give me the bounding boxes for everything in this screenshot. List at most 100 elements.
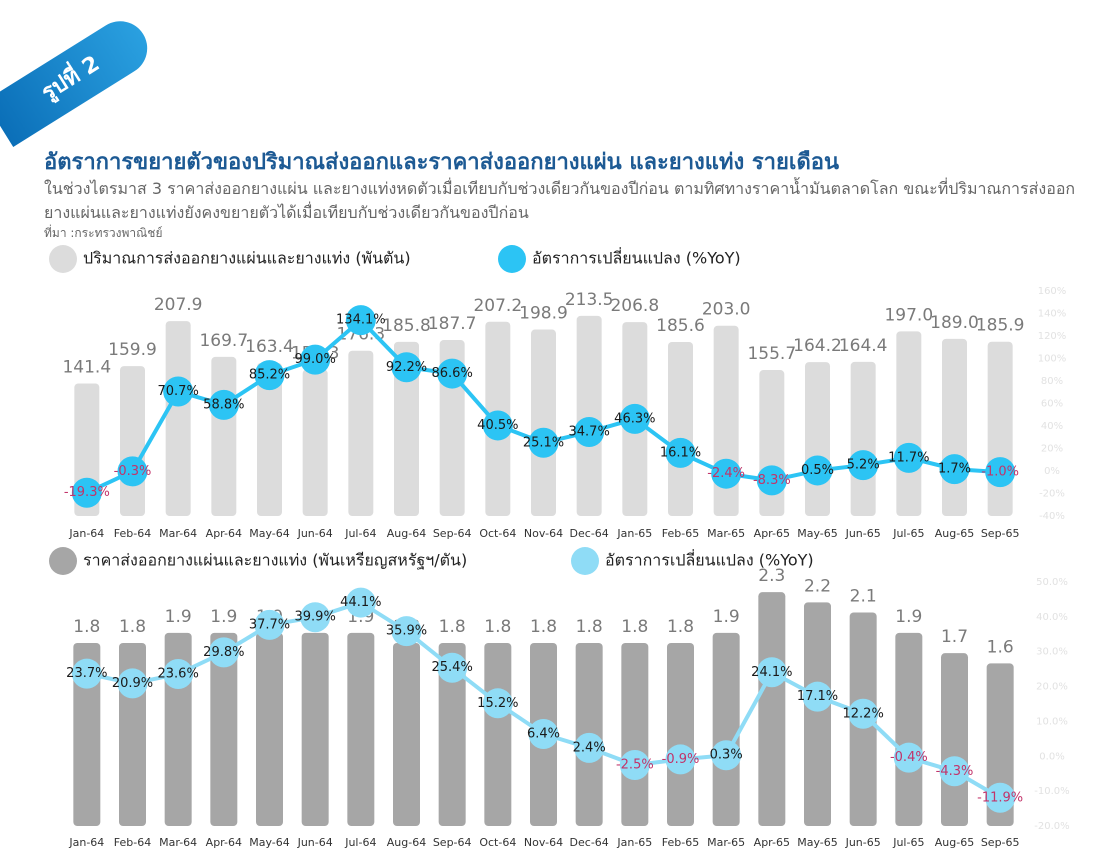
- line-value-label: -8.3%: [753, 473, 791, 488]
- x-tick-label: Feb-64: [114, 527, 151, 540]
- x-tick-label: Mar-65: [707, 527, 745, 540]
- line-value-label: -2.4%: [707, 466, 745, 481]
- line-point: [665, 437, 696, 468]
- bar-value-label: 163.4: [245, 337, 294, 357]
- line-value-label: 0.5%: [801, 463, 834, 478]
- bar-value-label: 1.9: [210, 607, 237, 627]
- bar: [850, 361, 876, 516]
- line-point: [163, 659, 194, 690]
- line-point: [300, 344, 331, 375]
- x-tick-label: Sep-65: [981, 836, 1020, 849]
- line-point: [482, 410, 513, 441]
- bar-value-label: 155.7: [747, 344, 796, 364]
- line-point: [848, 450, 879, 481]
- bar-value-label: 2.2: [804, 576, 831, 596]
- x-tick-label: May-65: [797, 836, 838, 849]
- bar-value-label: 164.2: [793, 336, 842, 356]
- bar-value-label: 187.7: [428, 314, 477, 334]
- line-value-label: -19.3%: [64, 485, 110, 500]
- line-value-label: 11.7%: [888, 450, 929, 465]
- line-point: [482, 688, 513, 719]
- line-value-label: 39.9%: [295, 610, 336, 625]
- line-value-label: 23.6%: [158, 667, 199, 682]
- line-value-label: 1.7%: [938, 462, 971, 477]
- line-value-label: 134.1%: [336, 313, 386, 328]
- x-tick-label: Apr-65: [754, 836, 790, 849]
- y2-tick-label: 30.0%: [1036, 647, 1068, 658]
- bar: [438, 643, 466, 826]
- x-tick-label: Jan-65: [616, 527, 652, 540]
- x-tick-label: Jun-65: [845, 836, 881, 849]
- bar: [120, 366, 145, 516]
- bar-value-label: 1.8: [439, 617, 466, 637]
- y2-tick-label: -40%: [1039, 511, 1065, 522]
- line-point: [254, 360, 285, 391]
- line-point: [208, 389, 239, 420]
- legend-marker: [49, 245, 77, 273]
- legend-label: ราคาส่งออกยางแผ่นและยางแท่ง (พันเหรียญสห…: [83, 551, 467, 570]
- bar-value-label: 1.9: [713, 607, 740, 627]
- bar-value-label: 1.8: [530, 617, 557, 637]
- y2-tick-label: -20.0%: [1034, 821, 1069, 832]
- bar: [348, 350, 374, 516]
- x-tick-label: Jun-65: [845, 527, 881, 540]
- x-tick-label: May-64: [249, 836, 290, 849]
- line-value-label: 37.7%: [249, 617, 290, 632]
- line-point: [208, 637, 239, 668]
- bar-value-label: 1.8: [119, 617, 146, 637]
- y2-tick-label: 20%: [1041, 444, 1063, 455]
- line-point: [893, 442, 924, 473]
- bar-value-label: 2.1: [850, 587, 877, 607]
- bar: [484, 643, 512, 826]
- line-point: [574, 732, 605, 763]
- x-tick-label: Mar-64: [159, 836, 197, 849]
- line-value-label: 35.9%: [386, 624, 427, 639]
- line-point: [437, 652, 468, 683]
- bar: [165, 321, 191, 516]
- line-value-label: -11.9%: [977, 790, 1023, 805]
- x-tick-label: Apr-64: [206, 527, 242, 540]
- line-point: [756, 657, 787, 688]
- x-tick-label: Apr-64: [206, 836, 242, 849]
- line-point: [619, 750, 650, 780]
- line-point: [345, 305, 376, 336]
- bar-value-label: 141.4: [62, 357, 111, 377]
- x-tick-label: Jul-65: [892, 836, 924, 849]
- line-value-label: 86.6%: [432, 366, 473, 381]
- line-point: [711, 740, 742, 771]
- line-value-label: 23.7%: [66, 666, 107, 681]
- line-value-label: 70.7%: [158, 384, 199, 399]
- bar: [942, 338, 967, 516]
- line-value-label: 25.1%: [523, 435, 564, 450]
- x-tick-label: May-65: [797, 527, 838, 540]
- line-point: [756, 465, 787, 496]
- x-tick-label: Jul-64: [344, 527, 376, 540]
- x-tick-label: May-64: [249, 527, 290, 540]
- bar: [895, 632, 923, 826]
- x-tick-label: Sep-64: [433, 527, 472, 540]
- line-point: [802, 455, 833, 486]
- bar: [302, 369, 328, 516]
- x-tick-label: Feb-65: [662, 527, 699, 540]
- line-point: [391, 616, 422, 647]
- x-tick-label: Sep-64: [433, 836, 472, 849]
- line-value-label: 17.1%: [797, 689, 838, 704]
- bar: [804, 602, 831, 826]
- bar-value-label: 185.6: [656, 316, 705, 336]
- bar: [896, 331, 922, 516]
- x-tick-label: Aug-65: [935, 836, 974, 849]
- bar: [210, 632, 238, 826]
- line-point: [893, 742, 924, 773]
- y2-tick-label: 160%: [1038, 286, 1067, 297]
- line-point: [437, 358, 468, 389]
- line-point: [985, 457, 1016, 488]
- line-point: [117, 668, 148, 699]
- bar-value-label: 164.4: [839, 336, 888, 356]
- bar: [576, 315, 602, 516]
- line-point: [300, 602, 331, 633]
- line-point: [939, 454, 970, 485]
- bar: [712, 632, 740, 826]
- bar-value-label: 207.2: [473, 296, 522, 316]
- x-tick-label: Apr-65: [754, 527, 790, 540]
- x-tick-label: Sep-65: [981, 527, 1020, 540]
